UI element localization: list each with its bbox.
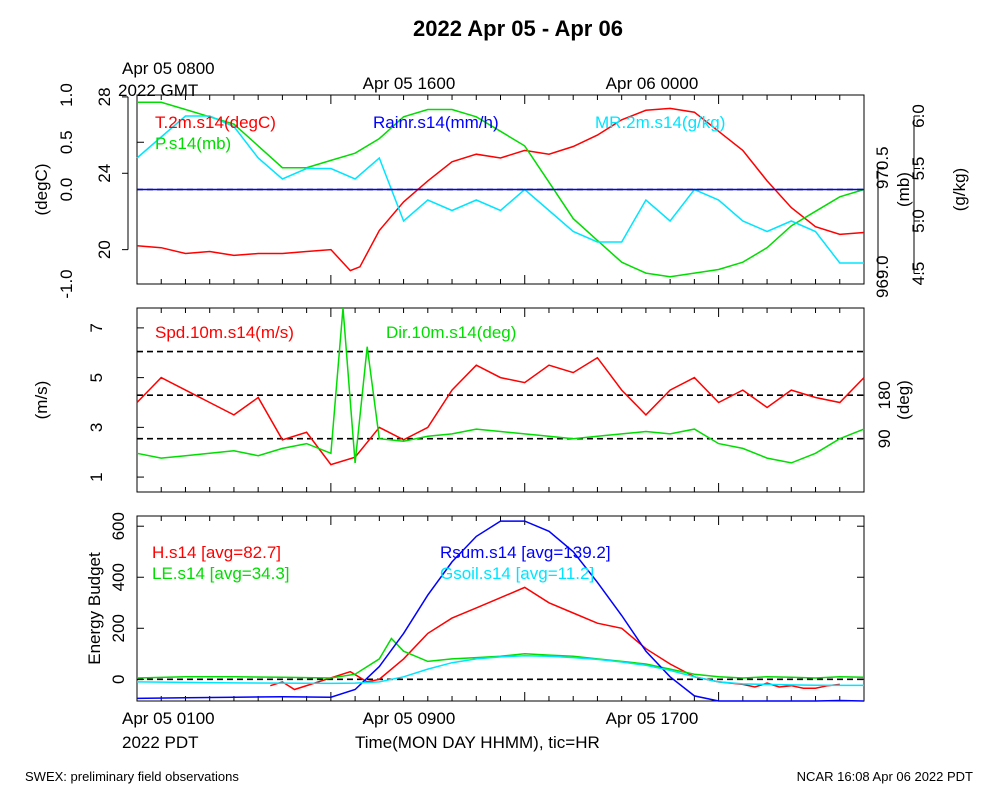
- series-line-rsum-s14: [136, 520, 865, 702]
- bottom-axis-first-sub: 2022 PDT: [122, 733, 199, 752]
- y-tick-label: 0.0: [57, 178, 76, 202]
- y-tick-label: 28: [95, 87, 114, 106]
- series-line-h-s14: [270, 586, 840, 691]
- y-tick-label: 1: [87, 472, 106, 481]
- series-layer: [136, 101, 865, 702]
- legend-dir-10m-s14-deg: Dir.10m.s14(deg): [386, 323, 516, 342]
- bottom-axis-label-1: Apr 05 0900: [363, 709, 456, 728]
- y-axis-title: Energy Budget: [85, 552, 104, 665]
- y-tick-label: 970.5: [873, 146, 892, 189]
- y-tick-label: 969.0: [873, 255, 892, 298]
- legend-mr-2m-s14-g-kg: MR.2m.s14(g/kg): [595, 113, 725, 132]
- y-axis-title: (degC): [32, 164, 51, 216]
- y-tick-label: 5.5: [909, 157, 928, 181]
- chart-title: 2022 Apr 05 - Apr 06: [413, 16, 623, 41]
- legend-rsum-s14: Rsum.s14 [avg=139.2]: [440, 543, 611, 562]
- y-tick-label: 7: [87, 323, 106, 332]
- y-tick-label: 0: [109, 675, 128, 684]
- y-tick-label: 5.0: [909, 209, 928, 233]
- y-tick-label: 20: [95, 240, 114, 259]
- y-tick-label: 1.0: [57, 83, 76, 107]
- legend-le-s14: LE.s14 [avg=34.3]: [152, 564, 290, 583]
- series-line-le-s14: [136, 637, 865, 679]
- y-axis-title: (deg): [894, 380, 913, 420]
- series-line-gsoil-s14: [136, 655, 864, 687]
- y-tick-label: 180: [875, 381, 894, 409]
- y-tick-label: -1.0: [57, 269, 76, 298]
- top-axis-first-label: Apr 05 0800: [122, 59, 215, 78]
- legend-gsoil-s14: Gsoil.s14 [avg=11.2]: [440, 564, 594, 583]
- legend-h-s14: H.s14 [avg=82.7]: [152, 543, 281, 562]
- footer-right: NCAR 16:08 Apr 06 2022 PDT: [797, 769, 973, 784]
- legend-t-2m-s14-degc: T.2m.s14(degC): [155, 113, 276, 132]
- series-line-mr-2m-s14-g-kg: [136, 115, 864, 264]
- bottom-axis-first-label: Apr 05 0100: [122, 709, 215, 728]
- y-tick-label: 4.5: [909, 262, 928, 286]
- series-line-spd-10m-s14-m-s: [136, 356, 865, 466]
- y-tick-label: 400: [109, 563, 128, 591]
- y-tick-label: 24: [95, 164, 114, 183]
- series-line-p-s14-mb: [137, 101, 865, 278]
- series-line-t-2m-s14-degc: [136, 107, 865, 272]
- legend-spd-10m-s14-m-s: Spd.10m.s14(m/s): [155, 323, 294, 342]
- y-tick-label: 5: [87, 373, 106, 382]
- legend-layer: T.2m.s14(degC) P.s14(mb) MR.2m.s14(g/kg) Ra…: [152, 113, 725, 583]
- y-tick-label: 6.0: [909, 104, 928, 128]
- top-axis-label-2: Apr 06 0000: [606, 74, 699, 93]
- bottom-axis-label-2: Apr 05 1700: [606, 709, 699, 728]
- y-axis-title: (g/kg): [950, 168, 969, 211]
- legend-p-s14-mb: P.s14(mb): [155, 134, 231, 153]
- y-tick-label: 3: [87, 423, 106, 432]
- top-axis-label-1: Apr 05 1600: [363, 74, 456, 93]
- top-axis-first-sub: 2022 GMT: [118, 81, 198, 100]
- y-tick-label: 200: [109, 614, 128, 642]
- y-axis-title: (mb): [894, 172, 913, 207]
- y-tick-label: 600: [109, 512, 128, 540]
- y-tick-label: 90: [875, 429, 894, 448]
- legend-rainr-s14-mm-h: Rainr.s14(mm/h): [373, 113, 499, 132]
- series-line-dir-10m-s14-deg: [136, 307, 865, 464]
- x-axis-title: Time(MON DAY HHMM), tic=HR: [355, 733, 600, 752]
- footer-left: SWEX: preliminary field observations: [25, 769, 239, 784]
- y-axis-title: (m/s): [32, 381, 51, 420]
- y-tick-label: 0.5: [57, 130, 76, 154]
